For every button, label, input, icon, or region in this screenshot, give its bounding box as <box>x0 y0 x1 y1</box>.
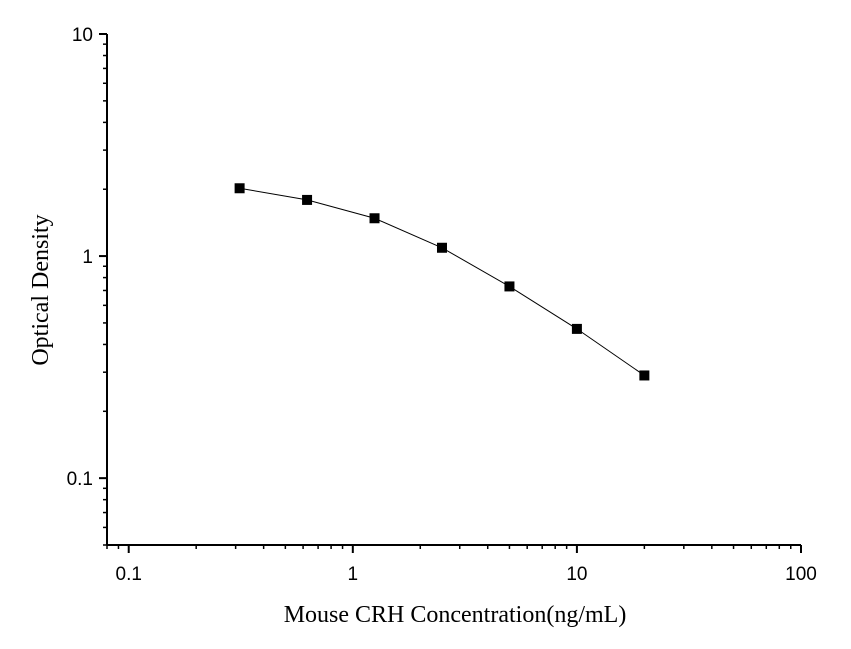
x-tick-label: 10 <box>566 564 587 585</box>
y-tick-label: 1 <box>82 247 93 268</box>
data-point-marker <box>302 194 313 205</box>
x-tick-labels: 0.1 1 10 100 <box>116 564 817 585</box>
data-point-marker <box>436 242 447 253</box>
data-point-marker <box>504 281 515 292</box>
minor-ticks <box>103 43 792 549</box>
y-tick-label: 10 <box>72 25 93 46</box>
series-line <box>239 187 645 376</box>
major-ticks <box>99 33 802 553</box>
x-tick-label: 0.1 <box>116 564 142 585</box>
data-point-marker <box>234 183 245 194</box>
data-point-marker <box>639 370 650 381</box>
y-tick-labels: 0.1 1 10 <box>67 25 93 490</box>
x-tick-label: 100 <box>785 564 817 585</box>
y-axis-title: Optical Density <box>28 214 54 365</box>
data-points <box>234 183 650 381</box>
y-tick-label: 0.1 <box>67 469 93 490</box>
x-tick-label: 1 <box>348 564 359 585</box>
data-point-marker <box>571 323 582 334</box>
x-axis-title: Mouse CRH Concentration(ng/mL) <box>284 602 627 628</box>
data-point-marker <box>369 213 380 224</box>
